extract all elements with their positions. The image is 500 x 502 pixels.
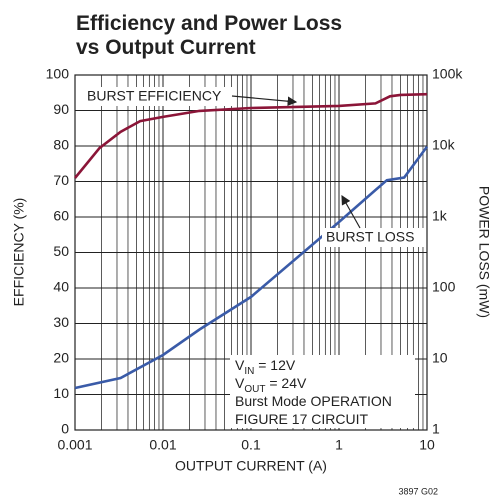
label-bg (322, 228, 426, 247)
y-axis-label: EFFICIENCY (%) (11, 198, 27, 307)
y-tick-label: 100 (46, 66, 70, 82)
arrow (341, 194, 361, 229)
y2-tick-label: 10k (432, 137, 456, 153)
annotation-part: = 24V (265, 375, 307, 391)
y-tick-label: 90 (53, 101, 69, 117)
y-tick-label: 0 (61, 421, 69, 437)
chart-title: Efficiency and Power Loss (76, 12, 342, 35)
y-tick-label: 30 (53, 314, 69, 330)
x-tick-label: 0.1 (241, 437, 261, 453)
y-tick-label: 60 (53, 208, 69, 224)
annotation-part: OUT (244, 384, 265, 395)
footnote: 3897 G02 (398, 486, 438, 496)
annotation: VIN = 12V (235, 357, 296, 377)
y2-tick-label: 10 (432, 350, 448, 366)
annotation-part: V (235, 375, 245, 391)
legend-label: BURST EFFICIENCY (87, 88, 222, 104)
chart-title: vs Output Current (76, 36, 256, 59)
label-bg (84, 87, 232, 106)
plot-frame (74, 74, 428, 431)
legend-label: BURST LOSS (326, 229, 414, 245)
y-tick-label: 40 (53, 279, 69, 295)
annotation-part: Burst Mode OPERATION (235, 393, 392, 409)
y2-axis-label: POWER LOSS (mW) (476, 186, 492, 318)
x-tick-label: 10 (419, 437, 435, 453)
x-axis-label: OUTPUT CURRENT (A) (175, 458, 327, 474)
y2-tick-label: 100 (432, 279, 456, 295)
arrow (231, 95, 298, 106)
annotation-part: IN (244, 366, 254, 377)
y-tick-label: 70 (53, 172, 69, 188)
y-tick-label: 80 (53, 137, 69, 153)
y2-tick-label: 1 (432, 421, 440, 437)
series-line (73, 92, 428, 179)
annotation: VOUT = 24V (235, 375, 307, 395)
y-tick-label: 10 (53, 385, 69, 401)
annotation-part: FIGURE 17 CIRCUIT (235, 411, 368, 427)
x-tick-label: 0.001 (57, 437, 92, 453)
annotation-part: = 12V (254, 357, 296, 373)
annotation-box (230, 355, 415, 428)
y2-tick-label: 1k (432, 208, 448, 224)
annotation: FIGURE 17 CIRCUIT (235, 411, 368, 427)
y2-tick-label: 100k (432, 66, 463, 82)
y-tick-label: 20 (53, 350, 69, 366)
x-tick-label: 1 (335, 437, 343, 453)
y-tick-label: 50 (53, 243, 69, 259)
annotation: Burst Mode OPERATION (235, 393, 392, 409)
x-tick-label: 0.01 (149, 437, 176, 453)
annotation-part: V (235, 357, 245, 373)
series-line (74, 145, 429, 390)
